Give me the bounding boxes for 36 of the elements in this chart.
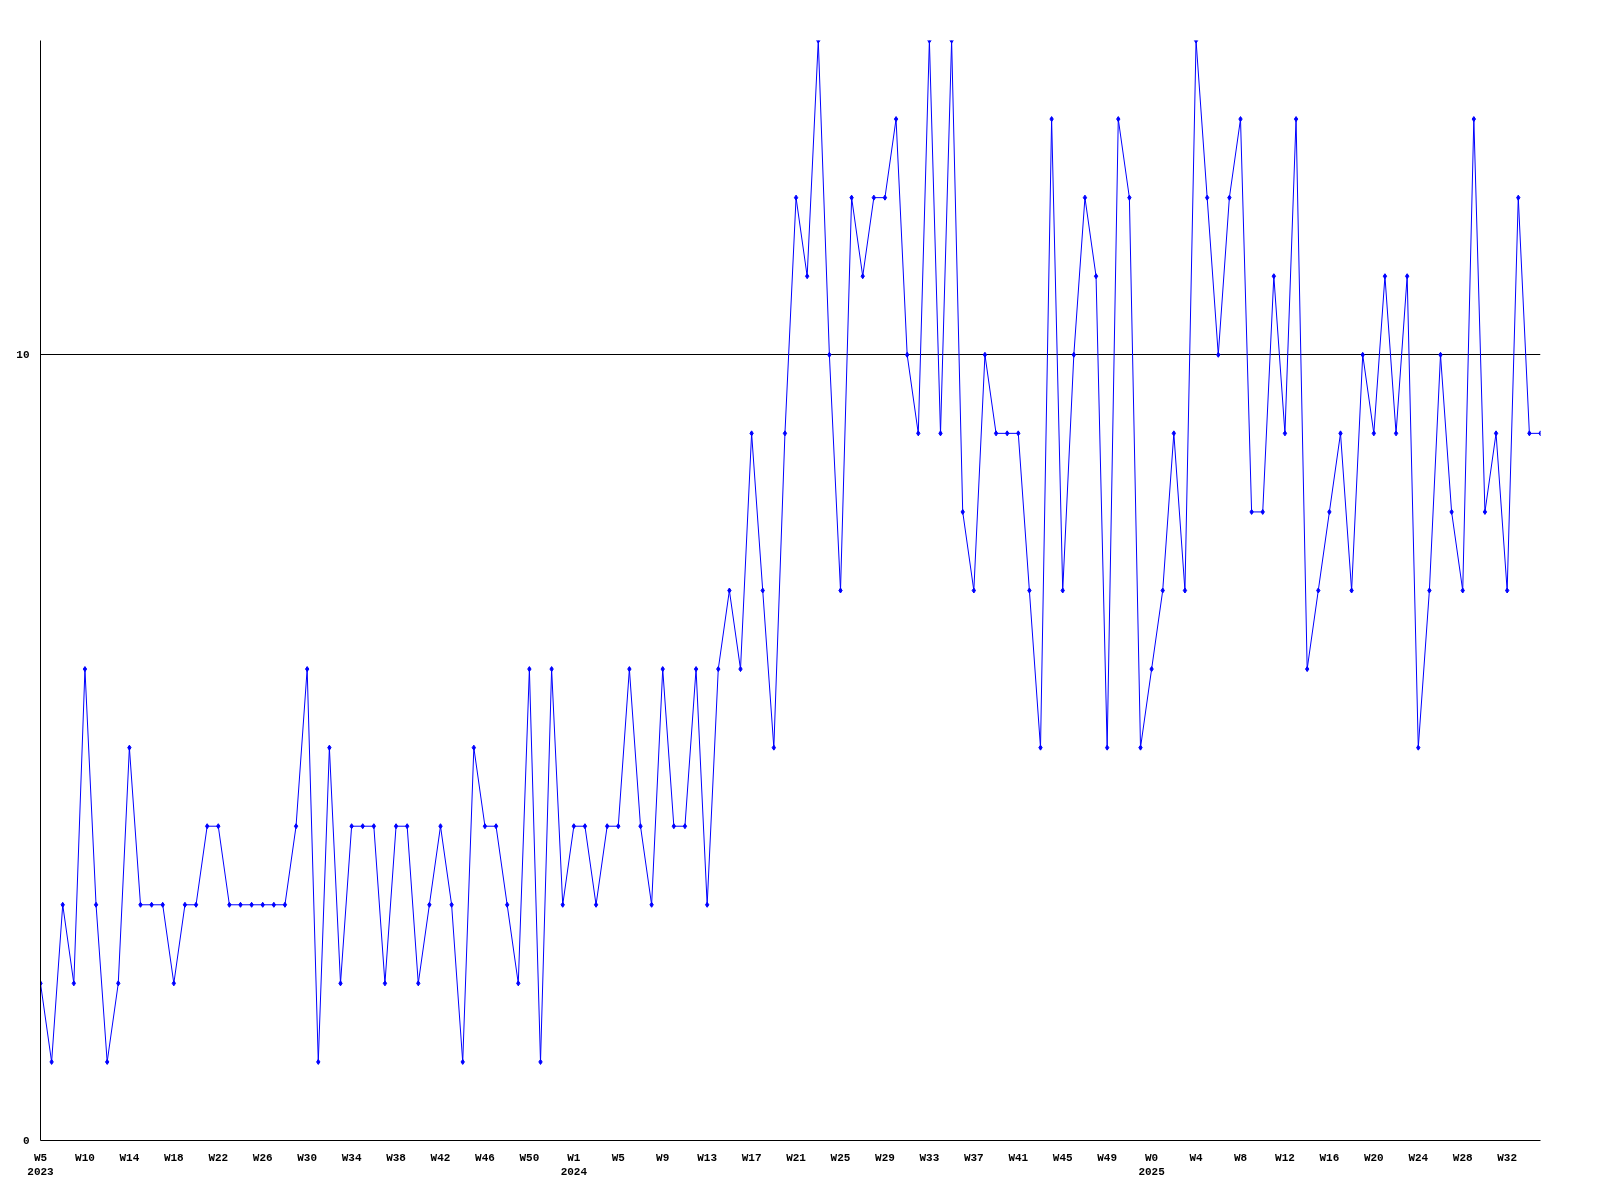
x-tick-label: W20 <box>1363 1151 1384 1164</box>
x-tick-label: W45 <box>1052 1151 1074 1164</box>
x-tick-label: W32 <box>1497 1151 1518 1164</box>
x-tick-label: W24 <box>1408 1151 1429 1164</box>
x-tick-label: W9 <box>656 1151 670 1164</box>
x-tick-label: W41 <box>1008 1151 1029 1164</box>
x-tick-label: W4 <box>1189 1151 1204 1164</box>
x-tick-label: W16 <box>1319 1151 1340 1164</box>
x-tick-label: W21 <box>786 1151 807 1164</box>
x-tick-label: W42 <box>430 1151 451 1164</box>
x-tick-label: W12 <box>1275 1151 1295 1164</box>
x-tick-label: W22 <box>208 1151 229 1164</box>
x-tick-label: W49 <box>1097 1151 1118 1164</box>
y-tick-label: 0 <box>22 1135 30 1147</box>
x-tick-label: W26 <box>252 1151 273 1164</box>
x-tick-label: W30 <box>297 1151 318 1164</box>
x-tick-label: W5 2023 <box>27 1151 55 1178</box>
x-tick-label: W33 <box>919 1151 940 1164</box>
x-tick-label: W34 <box>341 1151 362 1164</box>
x-tick-label: W50 <box>519 1151 540 1164</box>
x-tick-label: W10 <box>75 1151 95 1164</box>
x-tick-label: W1 2024 <box>560 1151 588 1178</box>
x-tick-label: W29 <box>875 1151 895 1164</box>
x-tick-label: W18 <box>163 1151 185 1164</box>
x-tick-label: W5 <box>611 1151 626 1164</box>
x-tick-label: W17 <box>741 1151 762 1164</box>
x-tick-label: W13 <box>697 1151 718 1164</box>
x-tick-label: W14 <box>119 1151 140 1164</box>
x-tick-label: W28 <box>1452 1151 1474 1164</box>
x-tick-label: W38 <box>386 1151 407 1164</box>
y-tick-label: 10 <box>16 349 30 362</box>
x-tick-label: W25 <box>830 1151 851 1164</box>
x-tick-label: W0 2025 <box>1138 1151 1166 1178</box>
x-tick-label: W46 <box>475 1151 495 1164</box>
x-tick-label: W8 <box>1233 1151 1248 1164</box>
x-tick-label: W37 <box>963 1151 984 1164</box>
